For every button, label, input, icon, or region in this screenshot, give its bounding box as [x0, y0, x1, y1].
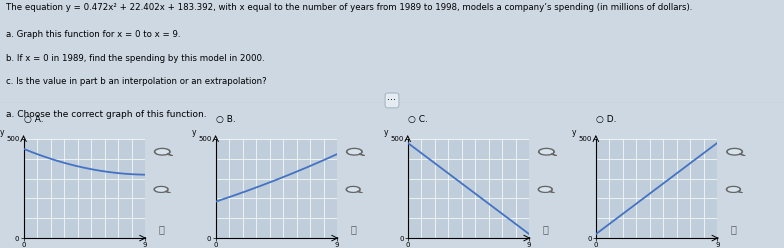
Circle shape	[348, 149, 361, 155]
Circle shape	[539, 187, 551, 192]
Circle shape	[156, 149, 169, 155]
Text: b. If x = 0 in 1989, find the spending by this model in 2000.: b. If x = 0 in 1989, find the spending b…	[6, 54, 265, 62]
Text: ⤢: ⤢	[731, 224, 736, 234]
Text: ···: ···	[387, 95, 397, 105]
Text: a. Graph this function for x = 0 to x = 9.: a. Graph this function for x = 0 to x = …	[6, 30, 181, 39]
Circle shape	[728, 187, 739, 192]
Circle shape	[155, 187, 167, 192]
Y-axis label: y: y	[383, 128, 388, 137]
Text: The equation y = 0.472x² + 22.402x + 183.392, with x equal to the number of year: The equation y = 0.472x² + 22.402x + 183…	[6, 3, 692, 12]
Y-axis label: y: y	[0, 128, 4, 137]
Text: ○ D.: ○ D.	[596, 115, 616, 124]
Text: ⤢: ⤢	[350, 224, 356, 234]
Text: ○ C.: ○ C.	[408, 115, 427, 124]
Y-axis label: y: y	[191, 128, 196, 137]
Y-axis label: y: y	[572, 128, 576, 137]
Circle shape	[347, 187, 359, 192]
Text: c. Is the value in part b an interpolation or an extrapolation?: c. Is the value in part b an interpolati…	[6, 77, 267, 86]
Text: ⤢: ⤢	[158, 224, 164, 234]
Text: ⤢: ⤢	[543, 224, 548, 234]
Text: ○ A.: ○ A.	[24, 115, 43, 124]
Text: a. Choose the correct graph of this function.: a. Choose the correct graph of this func…	[6, 110, 207, 119]
Circle shape	[728, 149, 741, 155]
Circle shape	[540, 149, 553, 155]
Text: ○ B.: ○ B.	[216, 115, 235, 124]
